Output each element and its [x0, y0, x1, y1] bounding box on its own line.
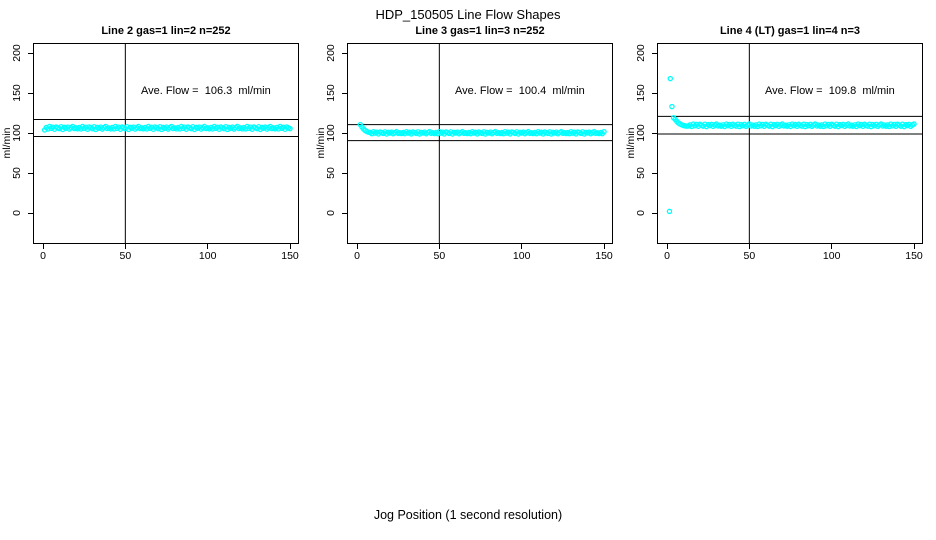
x-tick-label: 150 [905, 250, 923, 262]
y-tick-mark [28, 132, 33, 134]
y-tick-mark [652, 132, 657, 134]
y-tick-label: 50 [11, 167, 23, 179]
y-tick-mark [28, 92, 33, 94]
panel-title: Line 2 gas=1 lin=2 n=252 [101, 25, 231, 37]
x-tick-mark [521, 244, 523, 249]
y-tick-mark [342, 132, 347, 134]
x-tick-label: 100 [198, 250, 217, 262]
y-tick-label: 200 [325, 44, 337, 62]
scatter-plot-canvas [347, 43, 613, 244]
y-tick-mark [28, 172, 33, 174]
x-tick-label: 0 [354, 250, 360, 262]
x-axis-label: Jog Position (1 second resolution) [373, 508, 563, 522]
y-tick-label: 150 [11, 84, 23, 102]
panel-line3: Line 3 gas=1 lin=3 n=252 Ave. Flow = 100… [315, 25, 613, 262]
y-tick-label: 100 [11, 124, 23, 142]
ave-flow-annotation: Ave. Flow = 106.3 ml/min [141, 85, 271, 97]
y-tick-mark [652, 212, 657, 214]
panel-title: Line 4 (LT) gas=1 lin=4 n=3 [719, 25, 861, 37]
x-tick-mark [356, 244, 358, 249]
y-tick-label: 200 [11, 44, 23, 62]
x-tick-label: 150 [595, 250, 613, 262]
y-tick-mark [28, 52, 33, 54]
scatter-plot-canvas [657, 43, 923, 244]
ave-flow-annotation: Ave. Flow = 109.8 ml/min [765, 85, 895, 97]
y-tick-mark [28, 212, 33, 214]
panel-line4: Line 4 (LT) gas=1 lin=4 n=3 Ave. Flow = … [625, 25, 923, 262]
y-tick-label: 0 [11, 210, 23, 216]
y-tick-label: 100 [325, 124, 337, 142]
x-tick-mark [207, 244, 209, 249]
x-tick-label: 100 [822, 250, 841, 262]
x-tick-label: 0 [664, 250, 670, 262]
y-tick-mark [342, 92, 347, 94]
panel-title: Line 3 gas=1 lin=3 n=252 [415, 25, 545, 37]
y-tick-label: 150 [325, 84, 337, 102]
x-tick-label: 150 [281, 250, 299, 262]
panel-line2: Line 2 gas=1 lin=2 n=252 Ave. Flow = 106… [1, 25, 299, 262]
y-tick-label: 50 [325, 167, 337, 179]
y-tick-mark [342, 52, 347, 54]
x-tick-mark [748, 244, 750, 249]
y-tick-mark [652, 92, 657, 94]
x-tick-mark [438, 244, 440, 249]
y-tick-mark [342, 172, 347, 174]
x-tick-mark [666, 244, 668, 249]
x-tick-mark [913, 244, 915, 249]
y-tick-label: 0 [325, 210, 337, 216]
x-tick-label: 100 [512, 250, 531, 262]
ave-flow-annotation: Ave. Flow = 100.4 ml/min [455, 85, 585, 97]
x-tick-mark [603, 244, 605, 249]
x-tick-mark [124, 244, 126, 249]
x-tick-mark [42, 244, 44, 249]
y-tick-label: 150 [635, 84, 647, 102]
y-tick-label: 50 [635, 167, 647, 179]
plot-main-title: HDP_150505 Line Flow Shapes [375, 7, 561, 22]
y-tick-mark [652, 172, 657, 174]
x-tick-label: 0 [40, 250, 46, 262]
y-tick-label: 100 [635, 124, 647, 142]
scatter-plot-canvas [33, 43, 299, 244]
y-tick-mark [652, 52, 657, 54]
x-tick-label: 50 [433, 250, 446, 262]
x-tick-mark [831, 244, 833, 249]
x-tick-label: 50 [119, 250, 132, 262]
x-tick-label: 50 [743, 250, 756, 262]
y-tick-label: 0 [635, 210, 647, 216]
x-tick-mark [289, 244, 291, 249]
y-tick-label: 200 [635, 44, 647, 62]
y-tick-mark [342, 212, 347, 214]
